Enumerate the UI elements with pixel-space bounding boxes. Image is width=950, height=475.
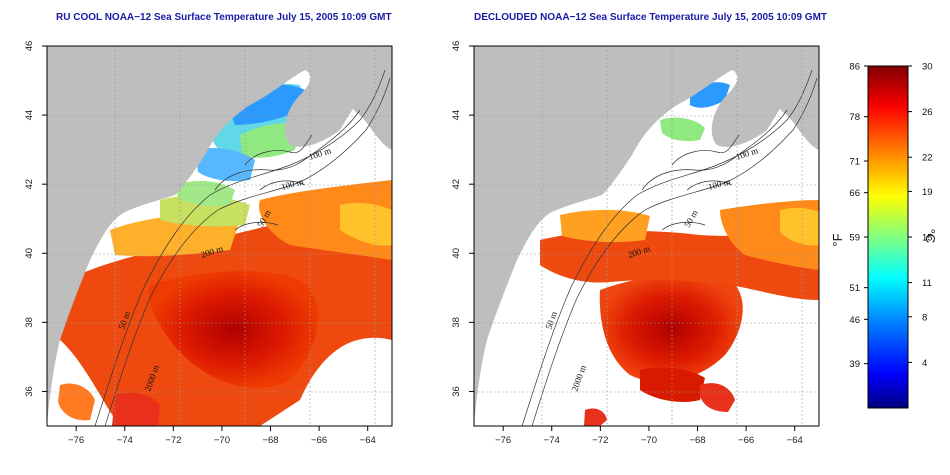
colorbar-celsius-tick-label: 30: [922, 62, 933, 73]
right-grid: [474, 46, 819, 426]
colorbar: [867, 65, 909, 409]
left-y-tick-label: 38: [24, 317, 35, 328]
left-x-tick-label: −76: [68, 435, 84, 446]
right-x-tick-label: −72: [592, 435, 608, 446]
right-y-tick-label: 46: [451, 41, 462, 52]
left-x-tick-label: −68: [262, 435, 278, 446]
right-map: [474, 46, 819, 426]
right-y-tick-label: 40: [451, 248, 462, 259]
right-map-frame: [473, 45, 820, 427]
right-x-tick-label: −70: [641, 435, 657, 446]
right-y-tick-label: 36: [451, 386, 462, 397]
left-y-tick-label: 46: [24, 41, 35, 52]
left-y-tick-label: 40: [24, 248, 35, 259]
right-y-tick-label: 44: [451, 110, 462, 121]
colorbar-fahrenheit-tick-label: 71: [849, 157, 860, 168]
right-x-tick-label: −76: [495, 435, 511, 446]
right-y-tick-label: 38: [451, 317, 462, 328]
colorbar-fahrenheit-tick-label: 59: [849, 233, 860, 244]
colorbar-celsius-tick-label: 11: [922, 278, 932, 289]
left-x-tick-label: −66: [311, 435, 327, 446]
colorbar-fahrenheit-tick-label: 66: [849, 188, 860, 199]
colorbar-fahrenheit-tick-label: 39: [849, 359, 860, 370]
colorbar-fahrenheit-tick-label: 86: [849, 62, 860, 73]
right-axes: −76 −74 −72 −70 −68 −66 −64 36 38 40 42 44 46: [451, 41, 803, 446]
left-grid: [47, 46, 392, 426]
left-x-tick-label: −70: [214, 435, 230, 446]
colorbar-fahrenheit-tick-label: 78: [849, 112, 860, 123]
left-map-frame: [46, 45, 393, 427]
colorbar-celsius-tick-label: 15: [922, 233, 933, 244]
colorbar-celsius-tick-label: 19: [922, 187, 933, 198]
left-x-tick-label: −64: [360, 435, 376, 446]
left-y-tick-label: 36: [24, 386, 35, 397]
right-panel-title: DECLOUDED NOAA−12 Sea Surface Temperatur…: [474, 12, 828, 23]
colorbar-ticks: 30 26 22 19 15 11 8 4 86 78 71 66 59 51 46 39: [849, 62, 932, 371]
right-x-tick-label: −74: [544, 435, 560, 446]
left-bathymetry-contours: [94, 69, 391, 426]
left-y-tick-label: 42: [24, 179, 35, 190]
left-x-tick-label: −72: [165, 435, 181, 446]
left-y-tick-label: 44: [24, 110, 35, 121]
left-panel-title: RU COOL NOAA−12 Sea Surface Temperature …: [56, 12, 392, 23]
colorbar-fahrenheit-tick-label: 51: [849, 283, 860, 294]
right-x-tick-label: −66: [738, 435, 754, 446]
left-axes: −76 −74 −72 −70 −68 −66 −64 36 38 40 42 44 46: [24, 41, 376, 446]
right-bathymetry-contours: [521, 69, 818, 426]
colorbar-celsius-tick-label: 4: [922, 358, 927, 369]
right-x-tick-label: −64: [787, 435, 803, 446]
colorbar-fahrenheit-label: °F: [830, 233, 845, 246]
right-x-tick-label: −68: [689, 435, 705, 446]
left-x-tick-label: −74: [117, 435, 133, 446]
colorbar-celsius-tick-label: 26: [922, 107, 933, 118]
left-map: [47, 46, 392, 426]
colorbar-celsius-tick-label: 8: [922, 312, 927, 323]
colorbar-celsius-label: °C: [923, 229, 938, 244]
colorbar-celsius-tick-label: 22: [922, 153, 933, 164]
colorbar-fahrenheit-tick-label: 46: [849, 315, 860, 326]
right-y-tick-label: 42: [451, 179, 462, 190]
